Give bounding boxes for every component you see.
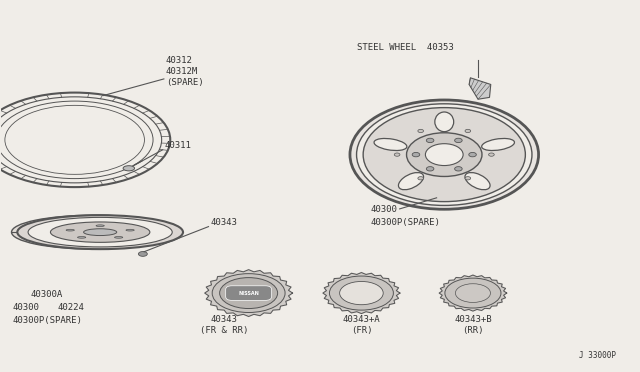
Ellipse shape <box>435 112 454 132</box>
Ellipse shape <box>399 173 424 190</box>
Text: 40343+B: 40343+B <box>454 315 492 324</box>
Ellipse shape <box>28 217 172 247</box>
Text: 40312
40312M
(SPARE): 40312 40312M (SPARE) <box>166 56 204 87</box>
Ellipse shape <box>340 282 383 305</box>
Ellipse shape <box>454 167 462 171</box>
Ellipse shape <box>465 129 470 132</box>
Polygon shape <box>469 78 491 99</box>
Text: 40300A: 40300A <box>30 291 62 299</box>
Ellipse shape <box>418 129 424 132</box>
Text: STEEL WHEEL  40353: STEEL WHEEL 40353 <box>357 43 454 52</box>
Ellipse shape <box>17 215 183 249</box>
Polygon shape <box>439 275 507 311</box>
Text: (FR): (FR) <box>351 326 372 335</box>
Ellipse shape <box>445 278 501 308</box>
Ellipse shape <box>138 251 147 256</box>
Text: 40300P(SPARE): 40300P(SPARE) <box>13 316 83 325</box>
Text: 40300: 40300 <box>13 303 40 312</box>
Ellipse shape <box>212 274 285 312</box>
Ellipse shape <box>126 229 134 231</box>
Ellipse shape <box>418 177 424 180</box>
Ellipse shape <box>482 138 515 151</box>
Ellipse shape <box>374 138 407 151</box>
Ellipse shape <box>350 100 539 209</box>
Ellipse shape <box>115 237 123 238</box>
Text: J 33000P: J 33000P <box>579 350 616 359</box>
Ellipse shape <box>12 215 177 249</box>
Ellipse shape <box>51 222 150 242</box>
Text: 40343: 40343 <box>211 218 237 227</box>
Ellipse shape <box>8 107 141 173</box>
Ellipse shape <box>426 144 463 166</box>
Polygon shape <box>205 270 292 317</box>
Ellipse shape <box>77 237 86 238</box>
Text: (RR): (RR) <box>462 326 484 335</box>
Ellipse shape <box>394 153 400 156</box>
Text: 40343+A: 40343+A <box>342 315 380 324</box>
FancyBboxPatch shape <box>226 286 271 300</box>
Polygon shape <box>323 273 400 314</box>
Ellipse shape <box>220 278 278 308</box>
Ellipse shape <box>330 276 394 310</box>
Ellipse shape <box>456 284 490 302</box>
Ellipse shape <box>0 93 170 187</box>
Ellipse shape <box>488 153 494 156</box>
Ellipse shape <box>84 229 116 235</box>
Text: 40311: 40311 <box>164 141 191 150</box>
Ellipse shape <box>66 229 74 231</box>
Ellipse shape <box>465 173 490 190</box>
Text: (FR & RR): (FR & RR) <box>200 326 248 335</box>
Ellipse shape <box>123 166 134 171</box>
Ellipse shape <box>406 133 482 176</box>
Ellipse shape <box>356 104 532 205</box>
Text: 40300P(SPARE): 40300P(SPARE) <box>371 218 441 227</box>
Ellipse shape <box>96 225 104 227</box>
Ellipse shape <box>468 153 476 157</box>
Ellipse shape <box>363 108 525 202</box>
Text: 40224: 40224 <box>58 303 84 312</box>
Text: NISSAN: NISSAN <box>238 291 259 296</box>
Text: 40343: 40343 <box>211 315 238 324</box>
Ellipse shape <box>426 167 434 171</box>
Text: 40300: 40300 <box>371 205 398 215</box>
Ellipse shape <box>426 138 434 142</box>
Ellipse shape <box>454 138 462 142</box>
Ellipse shape <box>412 153 420 157</box>
Ellipse shape <box>465 177 470 180</box>
